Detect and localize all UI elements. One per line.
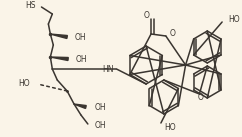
Text: OH: OH [76, 55, 88, 65]
Text: O: O [197, 93, 203, 102]
Text: HS: HS [25, 2, 36, 11]
Text: HO: HO [18, 79, 29, 89]
Text: OH: OH [75, 34, 87, 42]
Text: O: O [170, 28, 176, 38]
Polygon shape [74, 104, 86, 109]
Text: HO: HO [228, 15, 240, 24]
Polygon shape [50, 57, 68, 61]
Text: OH: OH [95, 121, 106, 129]
Text: O: O [143, 12, 149, 21]
Text: HN: HN [102, 65, 113, 75]
Text: OH: OH [95, 103, 106, 112]
Polygon shape [50, 34, 67, 38]
Text: HO: HO [164, 123, 175, 132]
